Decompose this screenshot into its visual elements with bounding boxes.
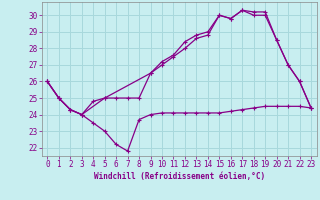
X-axis label: Windchill (Refroidissement éolien,°C): Windchill (Refroidissement éolien,°C) [94, 172, 265, 181]
